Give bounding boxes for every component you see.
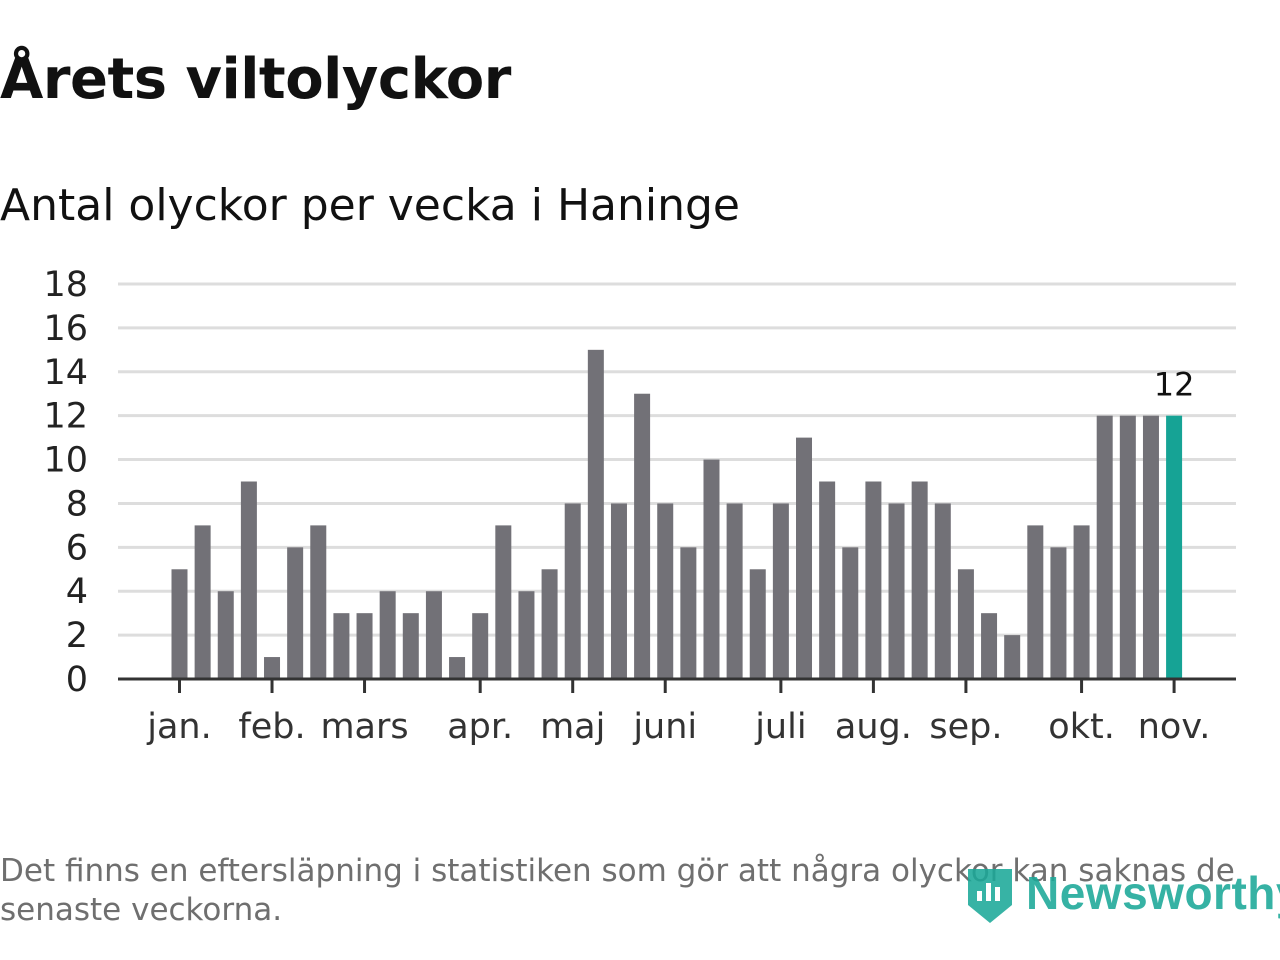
y-tick-label: 12: [43, 397, 88, 437]
bar: [726, 503, 743, 679]
x-tick-label: aug.: [835, 707, 912, 747]
bar: [1004, 635, 1021, 679]
y-tick-label: 8: [66, 484, 88, 524]
x-tick-label: okt.: [1048, 707, 1115, 747]
bar: [310, 525, 327, 679]
bar: [796, 437, 813, 679]
y-tick-label: 16: [43, 309, 88, 349]
bar: [564, 503, 581, 679]
bar: [1142, 415, 1159, 679]
x-tick-label: apr.: [447, 707, 513, 747]
newsworthy-logo-icon: [968, 869, 1012, 923]
bar: [217, 591, 234, 679]
bar: [610, 503, 627, 679]
bar: [472, 613, 489, 679]
bar: [541, 569, 558, 679]
bar: [287, 547, 304, 679]
bar: [772, 503, 789, 679]
x-tick-label: juni: [632, 707, 697, 747]
bar: [171, 569, 188, 679]
x-axis-ticks: jan. feb. mars apr. maj juni juli aug. sep. okt. n…: [146, 679, 1210, 747]
annotations: 12: [1154, 366, 1195, 404]
bar: [1050, 547, 1067, 679]
bar: [957, 569, 974, 679]
bar: [587, 349, 604, 679]
bar: [657, 503, 674, 679]
bar: [981, 613, 998, 679]
brand-name: Newsworthy: [1026, 867, 1280, 919]
data-label-last: 12: [1154, 366, 1195, 404]
bar: [1027, 525, 1044, 679]
bars: [171, 349, 1183, 679]
bar: [379, 591, 396, 679]
bar: [518, 591, 535, 679]
x-tick-label: maj: [540, 707, 605, 747]
bar: [888, 503, 905, 679]
bar: [680, 547, 697, 679]
x-tick-label: nov.: [1138, 707, 1211, 747]
x-tick-label: juli: [754, 707, 806, 747]
bar: [402, 613, 419, 679]
bar: [842, 547, 859, 679]
bar: [934, 503, 951, 679]
x-tick-label: mars: [320, 707, 408, 747]
y-tick-label: 18: [43, 265, 88, 305]
bar: [634, 393, 651, 679]
bar: [333, 613, 350, 679]
y-tick-label: 4: [66, 572, 88, 612]
bar: [495, 525, 512, 679]
bar-highlight: [1166, 415, 1183, 679]
bar: [865, 481, 882, 679]
y-tick-label: 10: [43, 441, 88, 481]
bar: [1096, 415, 1113, 679]
y-tick-label: 6: [66, 528, 88, 568]
bar: [264, 657, 281, 679]
chart-title: Årets viltolyckor: [0, 47, 511, 112]
bar: [449, 657, 466, 679]
bar: [194, 525, 211, 679]
bar: [911, 481, 928, 679]
bar: [1119, 415, 1136, 679]
gridlines: [118, 282, 1236, 637]
footnote: Det finns en eftersläpning i statistiken…: [0, 853, 1235, 928]
brand-logo: Newsworthy: [964, 858, 1280, 928]
y-tick-label: 14: [43, 353, 88, 393]
bar: [1073, 525, 1090, 679]
bar: [749, 569, 766, 679]
x-tick-label: feb.: [238, 707, 305, 747]
chart-subtitle: Antal olyckor per vecka i Haninge: [0, 180, 740, 231]
bar: [356, 613, 373, 679]
x-tick-label: jan.: [146, 707, 211, 747]
y-tick-label: 2: [66, 616, 88, 656]
bar: [240, 481, 257, 679]
bar: [703, 459, 720, 679]
x-tick-label: sep.: [929, 707, 1002, 747]
y-tick-label: 0: [66, 660, 88, 700]
bar: [425, 591, 442, 679]
bar: [819, 481, 836, 679]
